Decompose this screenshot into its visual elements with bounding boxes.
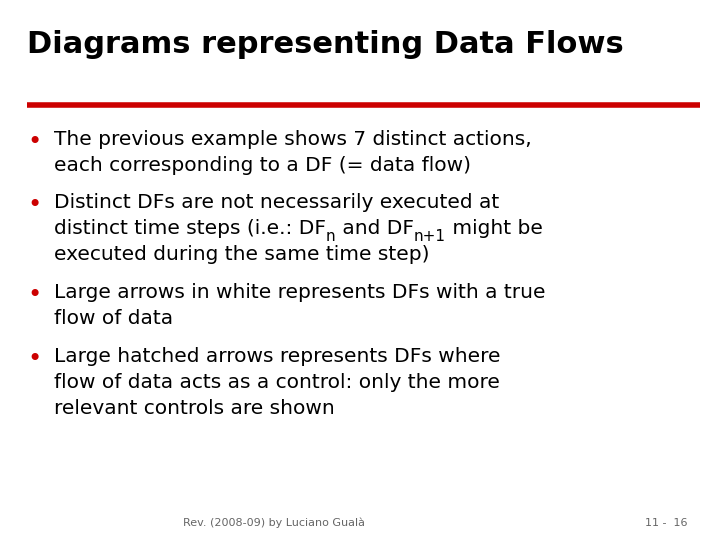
Text: flow of data acts as a control: only the more: flow of data acts as a control: only the… — [54, 373, 500, 392]
Text: executed during the same time step): executed during the same time step) — [54, 245, 430, 264]
Text: n: n — [326, 229, 336, 244]
Text: relevant controls are shown: relevant controls are shown — [54, 399, 335, 417]
Text: Large arrows in white represents DFs with a true: Large arrows in white represents DFs wit… — [54, 283, 546, 302]
Text: Large hatched arrows represents DFs where: Large hatched arrows represents DFs wher… — [54, 347, 500, 366]
Text: n+1: n+1 — [413, 229, 446, 244]
Text: 11 -  16: 11 - 16 — [645, 518, 688, 528]
Text: distinct time steps (i.e.: DF: distinct time steps (i.e.: DF — [54, 219, 326, 238]
Text: might be: might be — [446, 219, 542, 238]
Text: •: • — [27, 347, 42, 370]
Text: •: • — [27, 193, 42, 217]
Text: flow of data: flow of data — [54, 309, 173, 328]
Text: Rev. (2008-09) by Luciano Gualà: Rev. (2008-09) by Luciano Gualà — [183, 518, 364, 528]
Text: •: • — [27, 283, 42, 307]
Text: •: • — [27, 130, 42, 153]
Text: each corresponding to a DF (= data flow): each corresponding to a DF (= data flow) — [54, 156, 471, 174]
Text: and DF: and DF — [336, 219, 413, 238]
Text: Distinct DFs are not necessarily executed at: Distinct DFs are not necessarily execute… — [54, 193, 499, 212]
Text: Diagrams representing Data Flows: Diagrams representing Data Flows — [27, 30, 624, 59]
Text: The previous example shows 7 distinct actions,: The previous example shows 7 distinct ac… — [54, 130, 532, 148]
